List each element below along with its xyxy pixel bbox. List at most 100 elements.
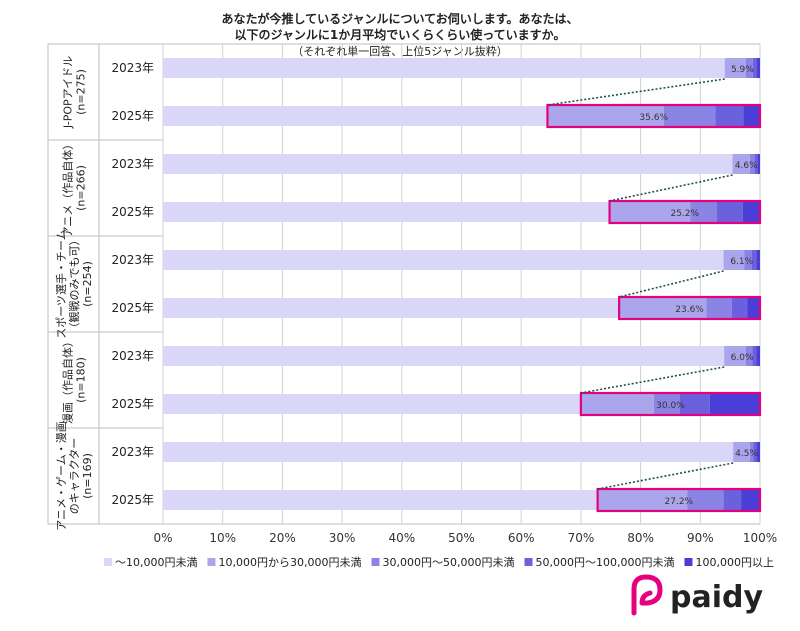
bar-segment: [715, 106, 744, 126]
bar-segment: [163, 58, 725, 78]
year-label: 2025年: [111, 205, 154, 219]
data-label: 4.5%: [735, 449, 758, 459]
bar-segment: [757, 154, 760, 174]
paidy-logo-icon: paidy: [631, 574, 763, 616]
highlight-box: [618, 295, 762, 321]
legend-swatch: [104, 558, 112, 566]
chart-subtitle: （それぞれ単一回答、上位5ジャンル抜粋）: [292, 45, 508, 58]
legend-label: 30,000円～50,000円未満: [382, 556, 514, 569]
x-tick-label: 30%: [329, 531, 356, 545]
group-label: （観戦のみでも可）: [67, 235, 81, 334]
bar-segment: [687, 490, 724, 510]
bar-segment: [163, 442, 734, 462]
group-label: (n=169): [81, 453, 94, 499]
bar-segment: [751, 250, 757, 270]
bar-segment: [723, 490, 742, 510]
bar-segment: [163, 106, 548, 126]
connector-line: [547, 78, 725, 106]
bar-segment: [653, 394, 681, 414]
bar-segment: [717, 202, 743, 222]
year-label: 2023年: [111, 157, 154, 171]
x-tick-label: 80%: [627, 531, 654, 545]
legend-label: 10,000円から30,000円未満: [219, 556, 362, 569]
bar-segment: [757, 58, 760, 78]
data-label: 27.2%: [665, 497, 694, 507]
bar-segment: [163, 394, 581, 414]
chart-title-line-1: あなたが今推しているジャンルについてお伺いします。あなたは、: [221, 12, 579, 26]
bar-segment: [754, 154, 758, 174]
bar-segment: [580, 394, 654, 414]
bar-segment: [745, 346, 753, 366]
connector-line: [618, 270, 724, 298]
connector-line: [597, 462, 734, 490]
legend-swatch: [684, 558, 693, 566]
data-label: 6.1%: [730, 257, 753, 267]
group-label: スポーツ選手・チーム: [54, 229, 68, 338]
data-label: 25.2%: [670, 209, 699, 219]
group-label: (n=254): [81, 261, 94, 307]
bar-segment: [749, 442, 754, 462]
bar-segment: [597, 490, 688, 510]
connector-line: [609, 174, 733, 202]
year-label: 2025年: [111, 109, 154, 123]
bar-segment: [744, 250, 752, 270]
x-tick-label: 20%: [269, 531, 296, 545]
group-label: 漫画（作品自体）: [61, 336, 75, 424]
bar-segment: [680, 394, 710, 414]
bar-segment: [747, 298, 760, 318]
legend-label: ～10,000円未満: [115, 556, 198, 569]
data-label: 6.0%: [731, 353, 754, 363]
bar-segment: [733, 442, 750, 462]
group-label: J-POPアイドル: [62, 56, 75, 129]
bar-segment: [756, 346, 760, 366]
year-label: 2025年: [111, 493, 154, 507]
bar-segment: [745, 58, 753, 78]
bar-segment: [690, 202, 718, 222]
bar-segment: [706, 298, 732, 318]
x-tick-label: 50%: [448, 531, 475, 545]
bar-segment: [742, 202, 760, 222]
bar-segment: [163, 250, 724, 270]
bar-segment: [663, 106, 716, 126]
bar-segment: [723, 250, 745, 270]
bar-segment: [743, 106, 760, 126]
x-tick-label: 60%: [508, 531, 535, 545]
legend-swatch: [207, 558, 216, 566]
bar-segment: [752, 58, 758, 78]
x-tick-label: 70%: [568, 531, 595, 545]
bar-segment: [163, 202, 610, 222]
year-label: 2023年: [111, 445, 154, 459]
highlight-box: [608, 199, 762, 225]
bar-segment: [609, 202, 691, 222]
legend-swatch: [524, 558, 533, 566]
legend-label: 50,000円～100,000円未満: [535, 556, 674, 569]
data-label: 5.9%: [731, 65, 754, 75]
x-tick-label: 90%: [687, 531, 714, 545]
paidy-logo: paidy: [628, 573, 778, 619]
x-tick-label: 0%: [153, 531, 172, 545]
bar-segment: [732, 154, 750, 174]
bar-segment: [163, 346, 725, 366]
bar-segment: [753, 442, 758, 462]
bar-segment: [709, 394, 760, 414]
year-label: 2023年: [111, 253, 154, 267]
bar-segment: [724, 58, 746, 78]
bar-segment: [741, 490, 760, 510]
group-label: アニメ（作品自体）: [61, 139, 75, 238]
bar-segment: [757, 442, 760, 462]
data-label: 35.6%: [639, 113, 668, 123]
bar-segment: [547, 106, 664, 126]
legend-label: 100,000円以上: [695, 556, 774, 569]
group-label: アニメ・ゲーム・漫画: [54, 421, 68, 530]
data-label: 4.6%: [735, 161, 758, 171]
bar-segment: [619, 298, 707, 318]
highlight-box: [596, 487, 762, 513]
data-label: 30.0%: [656, 401, 685, 411]
bar-segment: [749, 154, 755, 174]
legend-swatch: [371, 558, 380, 566]
x-tick-label: 10%: [209, 531, 236, 545]
year-label: 2023年: [111, 61, 154, 75]
group-label: (n=266): [75, 165, 88, 211]
connector-line: [580, 366, 725, 394]
